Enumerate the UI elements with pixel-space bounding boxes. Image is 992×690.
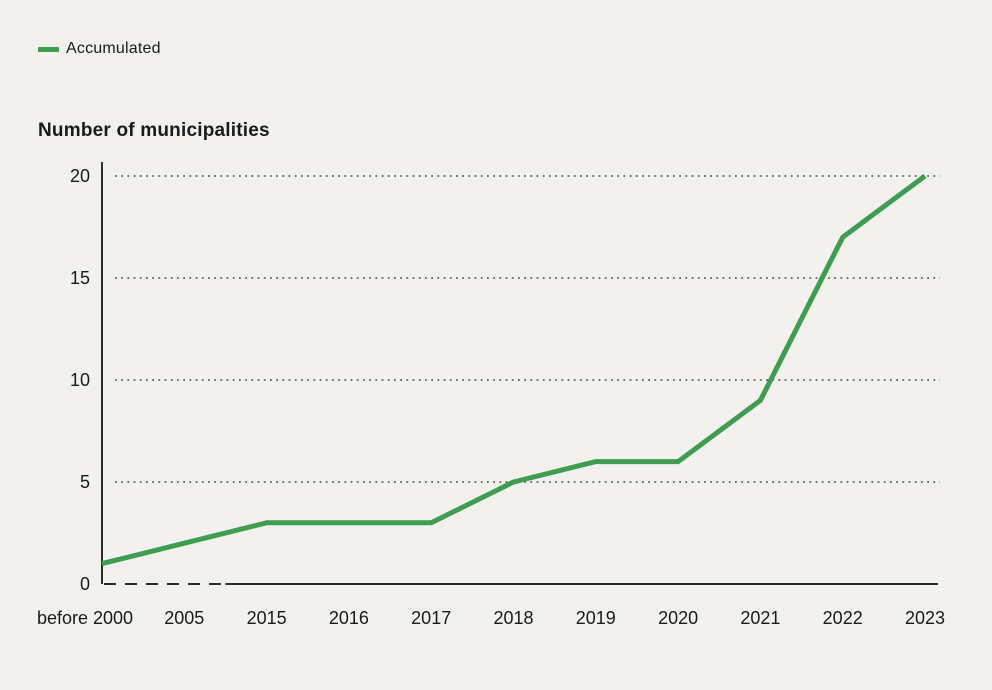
x-tick-label: 2016 — [329, 608, 369, 628]
legend-swatch-accumulated — [38, 46, 59, 52]
x-tick-label: 2023 — [905, 608, 945, 628]
x-tick-label: 2017 — [411, 608, 451, 628]
legend: Accumulated — [38, 40, 161, 58]
y-tick-label: 10 — [70, 370, 90, 390]
y-tick-label: 0 — [80, 574, 90, 594]
chart-title: Number of municipalities — [38, 120, 270, 141]
x-tick-label: 2019 — [576, 608, 616, 628]
legend-label-accumulated: Accumulated — [66, 40, 161, 57]
x-tick-label: 2022 — [823, 608, 863, 628]
x-tick-label: before 2000 — [37, 608, 133, 628]
x-tick-label: 2018 — [493, 608, 533, 628]
x-tick-label: 2005 — [164, 608, 204, 628]
x-tick-label: 2021 — [740, 608, 780, 628]
x-tick-label: 2020 — [658, 608, 698, 628]
y-tick-label: 20 — [70, 166, 90, 186]
y-tick-label: 5 — [80, 472, 90, 492]
data-line-accumulated — [101, 173, 927, 567]
y-tick-label: 15 — [70, 268, 90, 288]
x-tick-label: 2015 — [247, 608, 287, 628]
